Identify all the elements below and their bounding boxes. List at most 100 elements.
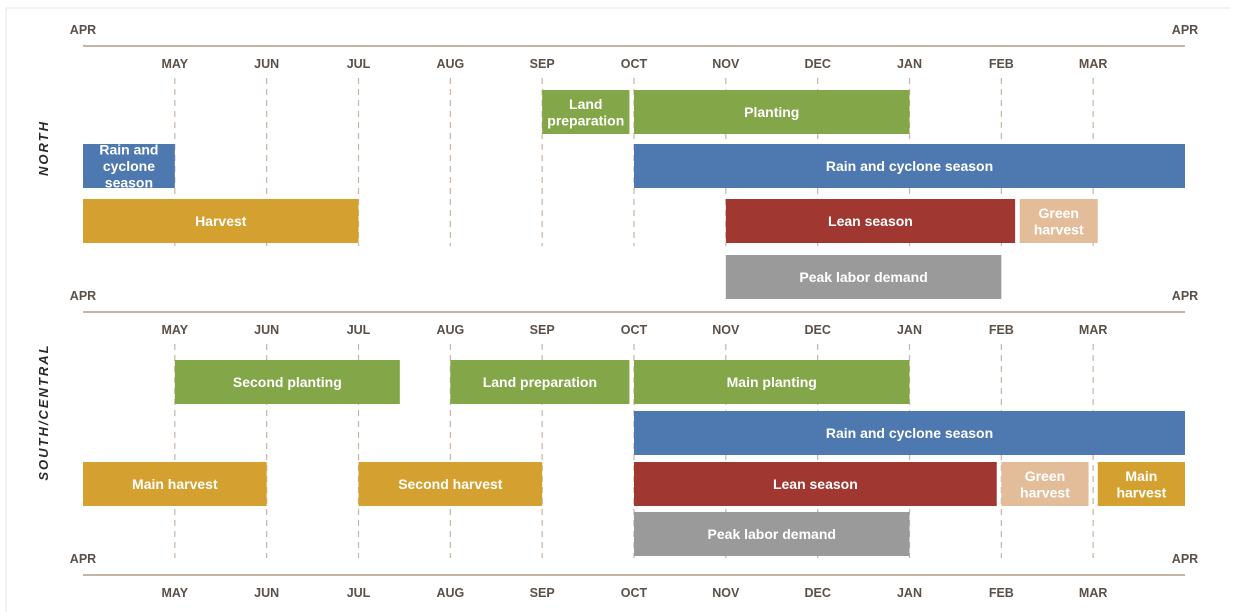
south-central-month-label-jan: JAN	[897, 323, 922, 337]
south-central-month-label-aug: AUG	[436, 323, 464, 337]
bar-label: Land preparation	[483, 374, 597, 390]
bottom-month-label-jun: JUN	[254, 586, 279, 600]
north-bar-planting: Planting	[634, 90, 910, 134]
bottom-month-label-sep: SEP	[530, 586, 555, 600]
bottom-month-label-jan: JAN	[897, 586, 922, 600]
north-month-label-may: MAY	[162, 57, 189, 71]
north-month-label-dec: DEC	[804, 57, 830, 71]
bar-rect	[1001, 462, 1089, 506]
bottom-month-label-aug: AUG	[436, 586, 464, 600]
bottom-month-label-dec: DEC	[804, 586, 830, 600]
bar-rect	[83, 144, 175, 188]
south-central-month-label-mar: MAR	[1079, 323, 1107, 337]
bottom-month-label-feb: FEB	[989, 586, 1014, 600]
bar-rect	[634, 462, 997, 506]
north-axis-end-label: APR	[1172, 23, 1198, 37]
bar-label: Green	[1025, 468, 1065, 484]
bottom-axis-start-label: APR	[70, 552, 96, 566]
bar-rect	[1019, 199, 1098, 243]
north-bar-harvest: Harvest	[83, 199, 359, 243]
bar-label: Lean season	[773, 476, 858, 492]
south-central-bar-lean-season: Lean season	[634, 462, 997, 506]
bar-rect	[450, 360, 630, 404]
bar-label: Planting	[744, 104, 799, 120]
bar-rect	[634, 144, 1185, 188]
bar-label: season	[105, 175, 153, 191]
south-central-region-label: SOUTH/CENTRAL	[36, 343, 51, 480]
bar-rect	[634, 411, 1185, 455]
bar-rect	[634, 512, 910, 556]
south-central-bar-peak-labor-demand: Peak labor demand	[634, 512, 910, 556]
bar-label: Green	[1038, 205, 1078, 221]
south-central-bar-main-harvest: Main harvest	[83, 462, 267, 506]
bar-label: harvest	[1116, 484, 1166, 500]
north-bar-lean-season: Lean season	[725, 199, 1016, 243]
bar-label: Harvest	[195, 213, 247, 229]
bar-label: Main planting	[727, 374, 817, 390]
south-central-bar-rain-and-cyclone-season: Rain and cyclone season	[634, 411, 1185, 455]
north-bar-rain-and-cyclone-season: Rain and cyclone season	[634, 144, 1185, 188]
bar-label: Land	[569, 96, 602, 112]
bottom-axis-end-label: APR	[1172, 552, 1198, 566]
south-central-axis-start-label: APR	[70, 289, 96, 303]
north-month-label-jun: JUN	[254, 57, 279, 71]
axis-labels: APR APR MAY JUN JUL AUG SEP OCT NOV DEC JAN FEB MAR N…	[36, 23, 1198, 600]
north-month-label-jan: JAN	[897, 57, 922, 71]
south-central-bar-land-preparation: Land preparation	[450, 360, 630, 404]
north-month-label-mar: MAR	[1079, 57, 1107, 71]
bar-rect	[1097, 462, 1185, 506]
bar-label: Peak labor demand	[799, 269, 927, 285]
bar-label: Rain and cyclone season	[826, 158, 993, 174]
bar-label: Rain and cyclone season	[826, 425, 993, 441]
bar-label: Peak labor demand	[708, 526, 836, 542]
south-central-month-label-sep: SEP	[530, 323, 555, 337]
bar-label: Rain and	[99, 142, 158, 158]
bar-label: Second harvest	[398, 476, 503, 492]
south-central-month-label-jun: JUN	[254, 323, 279, 337]
bar-label: harvest	[1020, 484, 1070, 500]
south-central-month-label-dec: DEC	[804, 323, 830, 337]
bar-label: Second planting	[233, 374, 342, 390]
south-central-month-label-nov: NOV	[712, 323, 740, 337]
south-central-bar-second-planting: Second planting	[174, 360, 400, 404]
north-region-label: NORTH	[36, 120, 51, 176]
south-central-bar-main-planting: Main planting	[634, 360, 910, 404]
south-central-bar-second-harvest: Second harvest	[358, 462, 543, 506]
bar-rect	[542, 90, 630, 134]
bar-label: preparation	[547, 112, 624, 128]
bottom-month-label-may: MAY	[162, 586, 189, 600]
bar-rect	[83, 199, 359, 243]
south-central-month-label-oct: OCT	[621, 323, 648, 337]
bar-label: cyclone	[103, 158, 155, 174]
south-central-month-label-feb: FEB	[989, 323, 1014, 337]
north-month-label-oct: OCT	[621, 57, 648, 71]
bar-label: Main	[1125, 468, 1157, 484]
bar-rect	[174, 360, 400, 404]
bar-rect	[83, 462, 267, 506]
north-axis-start-label: APR	[70, 23, 96, 37]
north-month-label-nov: NOV	[712, 57, 740, 71]
north-month-label-feb: FEB	[989, 57, 1014, 71]
bar-rect	[634, 360, 910, 404]
north-month-label-aug: AUG	[436, 57, 464, 71]
south-central-month-label-may: MAY	[162, 323, 189, 337]
bar-rect	[725, 255, 1002, 299]
bar-rect	[358, 462, 543, 506]
north-bar-peak-labor-demand: Peak labor demand	[725, 255, 1002, 299]
bar-label: Lean season	[828, 213, 913, 229]
bottom-month-label-mar: MAR	[1079, 586, 1107, 600]
north-month-label-sep: SEP	[530, 57, 555, 71]
bar-label: Main harvest	[132, 476, 218, 492]
south-central-axis-end-label: APR	[1172, 289, 1198, 303]
bottom-month-label-nov: NOV	[712, 586, 740, 600]
bar-rect	[634, 90, 910, 134]
south-central-month-label-jul: JUL	[347, 323, 371, 337]
bottom-month-label-oct: OCT	[621, 586, 648, 600]
